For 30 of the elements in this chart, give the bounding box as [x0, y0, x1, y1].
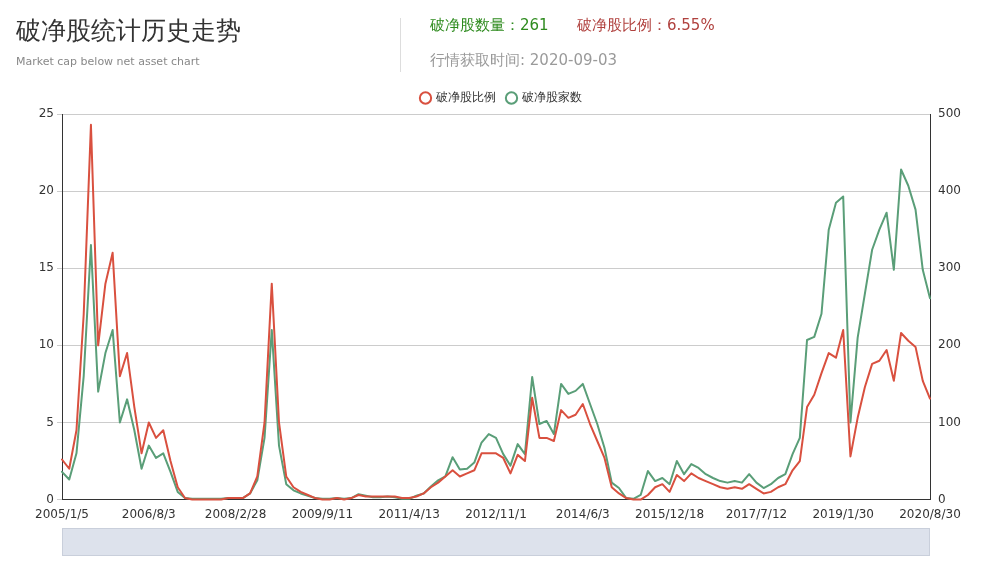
legend-label: 破净股比例: [434, 90, 496, 105]
x-tick-label: 2005/1/5: [35, 506, 89, 521]
text: 破净股比例：6.55%: [577, 16, 715, 35]
y-tick-label: 5: [46, 414, 54, 429]
x-tick-label: 2014/6/3: [555, 506, 610, 521]
legend-label: 破净股家数: [520, 90, 582, 105]
x-tick-label: 2017/7/12: [725, 506, 788, 521]
text: 破净股数量：261: [430, 16, 549, 35]
chart-subtitle: Market cap below net asset chart: [16, 55, 200, 68]
y-tick-label: 20: [38, 183, 54, 198]
y-tick-label: 15: [38, 260, 54, 275]
y-tick-label: 0: [46, 491, 54, 506]
x-tick-label: 2011/4/13: [378, 506, 440, 521]
x-tick-label: 2012/11/1: [465, 506, 527, 521]
y2-tick-label: 100: [938, 414, 961, 429]
x-tick-label: 2008/2/28: [204, 506, 267, 521]
x-tick-label: 2019/1/30: [812, 506, 874, 521]
y2-tick-label: 500: [938, 106, 961, 121]
y2-tick-label: 200: [938, 337, 961, 352]
y2-tick-label: 300: [938, 260, 961, 275]
y-tick-label: 25: [38, 106, 54, 121]
x-tick-label: 2015/12/18: [635, 506, 705, 521]
x-tick-label: 2006/8/3: [121, 506, 176, 521]
y2-tick-label: 400: [938, 183, 961, 198]
y-tick-label: 10: [38, 337, 54, 352]
x-tick-label: 2020/8/30: [899, 506, 961, 521]
chart-title: 破净股统计历史走势: [16, 15, 241, 47]
text: 行情获取时间: 2020-09-03: [430, 51, 617, 70]
y2-tick-label: 0: [938, 491, 946, 506]
x-tick-label: 2009/9/11: [291, 506, 354, 521]
